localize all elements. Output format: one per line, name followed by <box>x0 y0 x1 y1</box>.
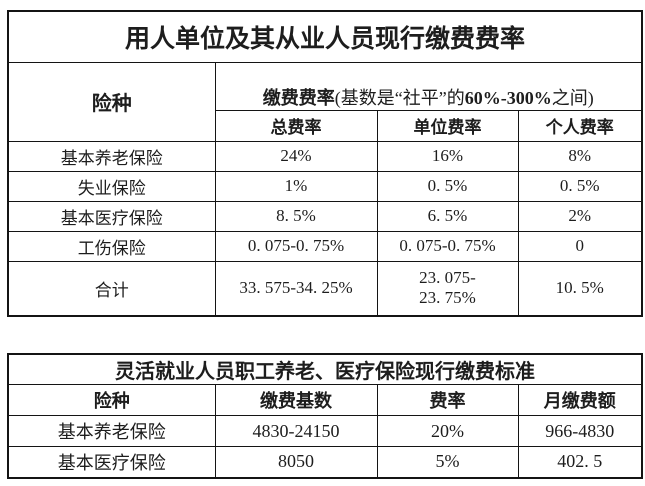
value-cell: 8050 <box>214 446 378 478</box>
rate-cell: 0 <box>517 230 643 262</box>
rate-header-base-range: 60%-300% <box>464 87 552 108</box>
value-cell: 402. 5 <box>517 446 643 478</box>
flexible-table-title: 灵活就业人员职工养老、医疗保险现行缴费标准 <box>7 353 643 385</box>
rate-cell: 16% <box>376 140 519 172</box>
row-label: 基本医疗保险 <box>7 200 216 232</box>
row-label: 失业保险 <box>7 170 216 202</box>
value-cell: 966-4830 <box>517 415 643 447</box>
column-header-total-rate: 总费率 <box>214 109 378 142</box>
row-label: 基本养老保险 <box>7 415 216 447</box>
table-row: 工伤保险 0. 075-0. 75% 0. 075-0. 75% 0 <box>7 230 643 262</box>
rate-cell: 0. 5% <box>517 170 643 202</box>
rate-cell: 1% <box>214 170 378 202</box>
column-header-contribution-base: 缴费基数 <box>214 384 378 416</box>
column-header-insurance-type: 险种 <box>7 384 216 416</box>
employer-rates-table: 用人单位及其从业人员现行缴费费率 险种 缴费费率(基数是“社平”的60%-300… <box>7 10 644 317</box>
rate-cell: 8% <box>517 140 643 172</box>
value-cell: 20% <box>376 415 519 447</box>
rate-header-note-pre: (基数是“社平”的 <box>334 87 465 108</box>
table-row: 基本养老保险 24% 16% 8% <box>7 140 643 172</box>
table-row: 用人单位及其从业人员现行缴费费率 <box>7 10 643 63</box>
rate-cell: 33. 575-34. 25% <box>214 260 378 317</box>
rate-cell: 2% <box>517 200 643 232</box>
value-cell: 5% <box>376 446 519 478</box>
column-header-employer-rate: 单位费率 <box>376 109 519 142</box>
rate-header-note-post: 之间) <box>551 87 594 108</box>
rate-cell: 0. 075-0. 75% <box>376 230 519 262</box>
row-label: 合计 <box>7 260 216 317</box>
table-row: 总费率 单位费率 个人费率 <box>8 109 643 142</box>
flexible-employment-table: 灵活就业人员职工养老、医疗保险现行缴费标准 险种 缴费基数 费率 月缴费额 基本… <box>7 353 643 479</box>
rate-cell: 24% <box>214 140 378 172</box>
column-header-rate: 费率 <box>376 384 519 416</box>
rate-cell: 0. 5% <box>376 170 519 202</box>
column-header-monthly-amount: 月缴费额 <box>517 384 643 416</box>
rate-cell: 23. 075- 23. 75% <box>376 260 519 317</box>
table-row: 基本养老保险 4830-24150 20% 966-4830 <box>7 415 643 447</box>
table-row: 基本医疗保险 8050 5% 402. 5 <box>7 446 643 478</box>
rate-cell: 10. 5% <box>517 260 643 317</box>
rate-cell: 8. 5% <box>214 200 378 232</box>
table-row: 灵活就业人员职工养老、医疗保险现行缴费标准 <box>7 353 643 385</box>
row-label: 基本医疗保险 <box>7 446 216 478</box>
rate-cell: 6. 5% <box>376 200 519 232</box>
table-row: 险种 缴费费率(基数是“社平”的60%-300%之间) <box>7 61 643 142</box>
row-label: 基本养老保险 <box>7 140 216 172</box>
row-label: 工伤保险 <box>7 230 216 262</box>
table-row: 险种 缴费基数 费率 月缴费额 <box>7 384 643 416</box>
rate-header: 缴费费率(基数是“社平”的60%-300%之间) <box>214 61 643 111</box>
table-row-total: 合计 33. 575-34. 25% 23. 075- 23. 75% 10. … <box>7 260 643 317</box>
insurance-type-header: 险种 <box>7 61 216 142</box>
value-cell: 4830-24150 <box>214 415 378 447</box>
table-row: 失业保险 1% 0. 5% 0. 5% <box>7 170 643 202</box>
table-row: 基本医疗保险 8. 5% 6. 5% 2% <box>7 200 643 232</box>
employer-table-title: 用人单位及其从业人员现行缴费费率 <box>7 10 643 63</box>
column-header-individual-rate: 个人费率 <box>517 109 643 142</box>
rate-cell: 0. 075-0. 75% <box>214 230 378 262</box>
rate-header-label: 缴费费率 <box>262 87 335 108</box>
